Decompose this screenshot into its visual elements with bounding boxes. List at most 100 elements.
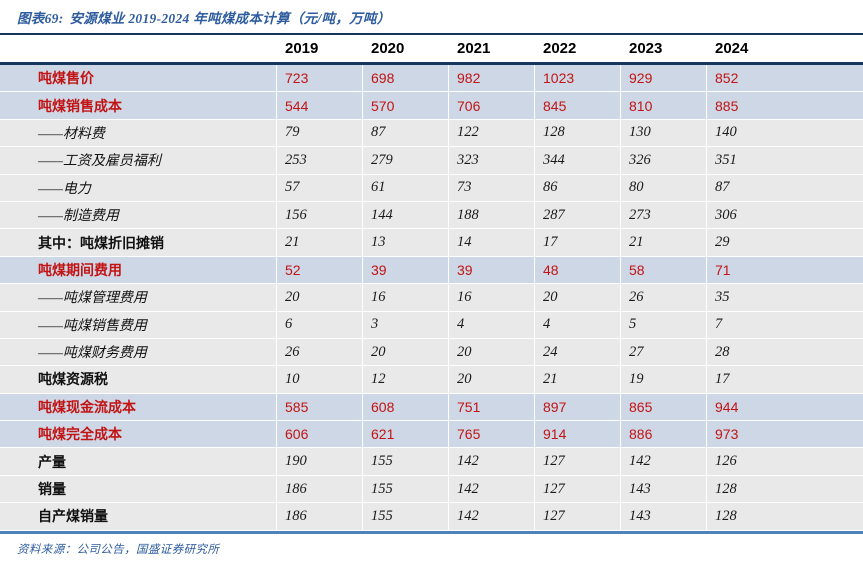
value-cell: 127 — [535, 503, 621, 531]
table-row: ——工资及雇员福利 253 279 323 344 326 351 — [0, 147, 863, 175]
value-cell: 3 — [363, 311, 449, 339]
value-cell: 156 — [277, 201, 363, 230]
table-row: 吨煤销售成本 544 570 706 845 810 885 — [0, 92, 863, 120]
value-cell: 29 — [707, 229, 863, 257]
row-label-cell: 自产煤销量 — [0, 503, 277, 531]
row-label-cell: ——吨煤财务费用 — [0, 338, 277, 367]
table-row: ——电力 57 61 73 86 80 87 — [0, 174, 863, 202]
value-cell: 24 — [535, 338, 621, 367]
value-cell: 48 — [535, 256, 621, 285]
value-cell: 21 — [277, 229, 363, 257]
value-cell: 621 — [363, 421, 449, 449]
value-cell: 886 — [621, 421, 707, 449]
value-cell: 17 — [535, 229, 621, 257]
row-label-cell: 其中：吨煤折旧摊销 — [0, 229, 277, 257]
value-cell: 4 — [535, 311, 621, 339]
figure-label: 图表69: — [17, 10, 64, 26]
value-cell: 142 — [449, 448, 535, 476]
value-cell: 122 — [449, 119, 535, 148]
table-row: 吨煤完全成本 606 621 765 914 886 973 — [0, 421, 863, 449]
table-row: ——制造费用 156 144 188 287 273 306 — [0, 201, 863, 230]
value-cell: 13 — [363, 229, 449, 257]
row-label-cell: ——制造费用 — [0, 201, 277, 230]
value-cell: 127 — [535, 475, 621, 504]
table-row: 吨煤现金流成本 585 608 751 897 865 944 — [0, 393, 863, 422]
figure-title: 图表69: 安源煤业 2019-2024 年吨煤成本计算（元/吨，万吨） — [0, 0, 863, 33]
value-cell: 253 — [277, 147, 363, 175]
table-row: ——吨煤财务费用 26 20 20 24 27 28 — [0, 338, 863, 367]
value-cell: 39 — [363, 256, 449, 285]
value-cell: 186 — [277, 503, 363, 531]
year-header-cell: 2019 — [277, 35, 363, 62]
header-label-cell — [0, 35, 277, 62]
value-cell: 306 — [707, 201, 863, 230]
value-cell: 144 — [363, 201, 449, 230]
value-cell: 10 — [277, 366, 363, 394]
value-cell: 73 — [449, 174, 535, 202]
row-label-cell: ——电力 — [0, 174, 277, 202]
row-label-cell: 吨煤售价 — [0, 65, 277, 93]
value-cell: 606 — [277, 421, 363, 449]
value-cell: 190 — [277, 448, 363, 476]
value-cell: 326 — [621, 147, 707, 175]
value-cell: 16 — [363, 284, 449, 312]
value-cell: 273 — [621, 201, 707, 230]
value-cell: 14 — [449, 229, 535, 257]
value-cell: 142 — [449, 475, 535, 504]
value-cell: 344 — [535, 147, 621, 175]
value-cell: 87 — [363, 119, 449, 148]
value-cell: 17 — [707, 366, 863, 394]
value-cell: 128 — [535, 119, 621, 148]
value-cell: 723 — [277, 65, 363, 93]
value-cell: 19 — [621, 366, 707, 394]
figure-title-text: 安源煤业 2019-2024 年吨煤成本计算（元/吨，万吨） — [69, 10, 391, 26]
table-row: 自产煤销量 186 155 142 127 143 128 — [0, 503, 863, 531]
value-cell: 865 — [621, 393, 707, 422]
row-label-cell: ——吨煤管理费用 — [0, 284, 277, 312]
row-label-cell: 吨煤销售成本 — [0, 92, 277, 120]
value-cell: 4 — [449, 311, 535, 339]
value-cell: 698 — [363, 65, 449, 93]
value-cell: 5 — [621, 311, 707, 339]
table-row: 销量 186 155 142 127 143 128 — [0, 475, 863, 504]
row-label-cell: ——吨煤销售费用 — [0, 311, 277, 339]
value-cell: 71 — [707, 256, 863, 285]
value-cell: 87 — [707, 174, 863, 202]
value-cell: 79 — [277, 119, 363, 148]
row-label-cell: 销量 — [0, 475, 277, 504]
table-row: ——吨煤管理费用 20 16 16 20 26 35 — [0, 284, 863, 312]
value-cell: 7 — [707, 311, 863, 339]
value-cell: 86 — [535, 174, 621, 202]
value-cell: 914 — [535, 421, 621, 449]
value-cell: 39 — [449, 256, 535, 285]
value-cell: 570 — [363, 92, 449, 120]
value-cell: 155 — [363, 448, 449, 476]
year-header-cell: 2024 — [707, 35, 863, 62]
value-cell: 12 — [363, 366, 449, 394]
year-header-cell: 2020 — [363, 35, 449, 62]
value-cell: 585 — [277, 393, 363, 422]
value-cell: 810 — [621, 92, 707, 120]
value-cell: 16 — [449, 284, 535, 312]
table-header-row: 2019 2020 2021 2022 2023 2024 — [0, 35, 863, 65]
value-cell: 142 — [621, 448, 707, 476]
value-cell: 143 — [621, 503, 707, 531]
table-row: 吨煤资源税 10 12 20 21 19 17 — [0, 366, 863, 394]
value-cell: 897 — [535, 393, 621, 422]
value-cell: 130 — [621, 119, 707, 148]
table-row: 其中：吨煤折旧摊销 21 13 14 17 21 29 — [0, 229, 863, 257]
value-cell: 944 — [707, 393, 863, 422]
value-cell: 20 — [449, 366, 535, 394]
row-label-cell: 吨煤完全成本 — [0, 421, 277, 449]
value-cell: 61 — [363, 174, 449, 202]
value-cell: 35 — [707, 284, 863, 312]
value-cell: 58 — [621, 256, 707, 285]
value-cell: 143 — [621, 475, 707, 504]
value-cell: 20 — [277, 284, 363, 312]
row-label-cell: 产量 — [0, 448, 277, 476]
row-label-cell: 吨煤资源税 — [0, 366, 277, 394]
value-cell: 128 — [707, 503, 863, 531]
table-row: 产量 190 155 142 127 142 126 — [0, 448, 863, 476]
value-cell: 751 — [449, 393, 535, 422]
value-cell: 52 — [277, 256, 363, 285]
